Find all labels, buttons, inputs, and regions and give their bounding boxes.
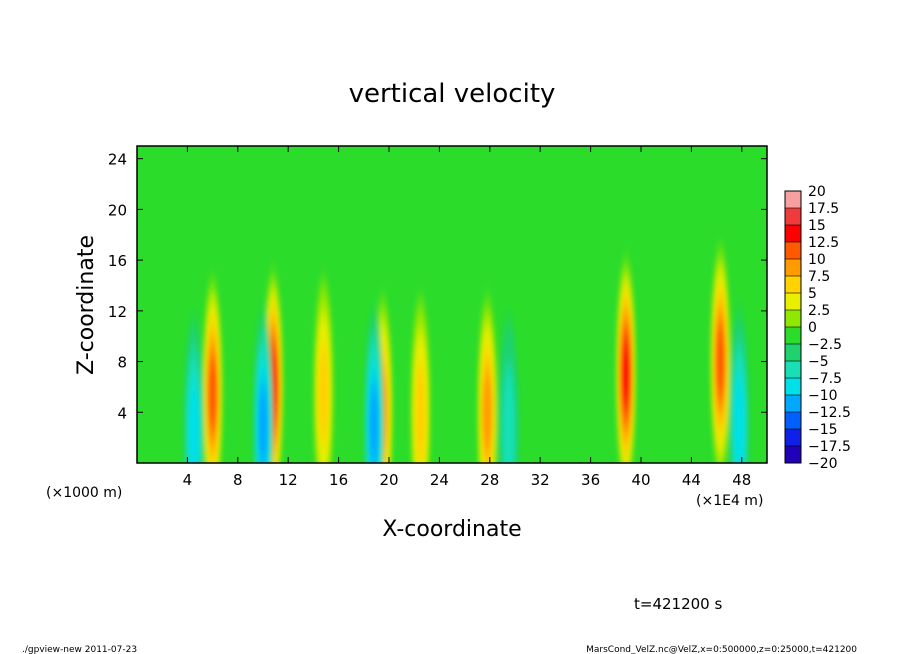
- y-tick-label: 16: [108, 252, 127, 270]
- chart-title: vertical velocity: [349, 79, 556, 109]
- colorbar-label: −2.5: [808, 337, 842, 353]
- x-tick-label: 44: [682, 471, 701, 489]
- y-tick-label: 24: [108, 151, 127, 169]
- velocity-plume: [208, 353, 218, 434]
- x-tick-label: 48: [732, 471, 751, 489]
- colorbar-segment: [785, 225, 801, 242]
- velocity-plume: [482, 367, 493, 457]
- colorbar-segment: [785, 412, 801, 429]
- plot-background: [137, 146, 767, 463]
- colorbar-segment: [785, 310, 801, 327]
- x-unit-left: (×1000 m): [46, 485, 122, 501]
- colorbar-segment: [785, 242, 801, 259]
- y-axis-label: Z-coordinate: [74, 235, 99, 375]
- velocity-plume: [621, 337, 631, 412]
- colorbar-label: −15: [808, 422, 838, 438]
- x-tick-label: 4: [183, 471, 193, 489]
- time-annotation: t=421200 s: [634, 595, 722, 613]
- colorbar-label: −7.5: [808, 371, 842, 387]
- colorbar-segment: [785, 378, 801, 395]
- x-axis: 4 8 12 16 20 24 28 32 36 40 44 48: [183, 146, 751, 489]
- colorbar-label: 5: [808, 286, 817, 302]
- colorbar-segment: [785, 293, 801, 310]
- colorbar-label: −5: [808, 354, 829, 370]
- colorbar-segment: [785, 344, 801, 361]
- colorbar-segment: [785, 429, 801, 446]
- colorbar-label: −20: [808, 456, 838, 472]
- colorbar-label: −17.5: [808, 439, 851, 455]
- colorbar-segment: [785, 259, 801, 276]
- velocity-plume: [258, 380, 268, 463]
- colorbar: 2017.51512.5107.552.50−2.5−5−7.5−10−12.5…: [784, 184, 851, 472]
- x-tick-label: 24: [430, 471, 449, 489]
- y-tick-label: 4: [117, 404, 127, 422]
- y-axis: 4 8 12 16 20 24: [108, 151, 767, 422]
- x-tick-label: 20: [379, 471, 398, 489]
- velocity-plume: [733, 372, 745, 463]
- x-tick-label: 40: [631, 471, 650, 489]
- y-tick-label: 8: [117, 354, 127, 372]
- colorbar-segment: [785, 395, 801, 412]
- colorbar-label: −12.5: [808, 405, 851, 421]
- x-tick-label: 36: [581, 471, 600, 489]
- x-axis-label: X-coordinate: [382, 517, 521, 542]
- velocity-plume: [318, 341, 329, 446]
- colorbar-label: 17.5: [808, 201, 839, 217]
- colorbar-label: 2.5: [808, 303, 830, 319]
- x-tick-label: 28: [480, 471, 499, 489]
- colorbar-label: 12.5: [808, 235, 839, 251]
- field-features: [183, 249, 750, 463]
- colorbar-label: 0: [808, 320, 817, 336]
- velocity-field: [183, 249, 750, 463]
- y-tick-label: 12: [108, 303, 127, 321]
- colorbar-label: 10: [808, 252, 826, 268]
- x-tick-label: 16: [329, 471, 348, 489]
- velocity-plume: [502, 364, 516, 463]
- colorbar-segment: [785, 446, 801, 463]
- colorbar-label: 20: [808, 184, 826, 200]
- colorbar-segment: [785, 361, 801, 378]
- colorbar-segment: [785, 327, 801, 344]
- x-tick-label: 32: [531, 471, 550, 489]
- y-tick-label: 20: [108, 201, 127, 219]
- velocity-plume: [715, 321, 725, 402]
- colorbar-label: 15: [808, 218, 826, 234]
- velocity-plume: [369, 380, 379, 463]
- footer-right: MarsCond_VelZ.nc@VelZ,x=0:500000,z=0:250…: [586, 645, 857, 654]
- x-tick-label: 8: [233, 471, 243, 489]
- footer-left: ./gpview-new 2011-07-23: [22, 645, 137, 654]
- plot-frame: [136, 145, 768, 464]
- colorbar-segment: [785, 208, 801, 225]
- velocity-plume: [188, 379, 200, 463]
- x-tick-label: 12: [279, 471, 298, 489]
- colorbar-segment: [785, 276, 801, 293]
- x-unit-right: (×1E4 m): [696, 493, 763, 509]
- colorbar-label: −10: [808, 388, 838, 404]
- colorbar-segment: [785, 191, 801, 208]
- velocity-plume: [415, 360, 426, 463]
- colorbar-label: 7.5: [808, 269, 830, 285]
